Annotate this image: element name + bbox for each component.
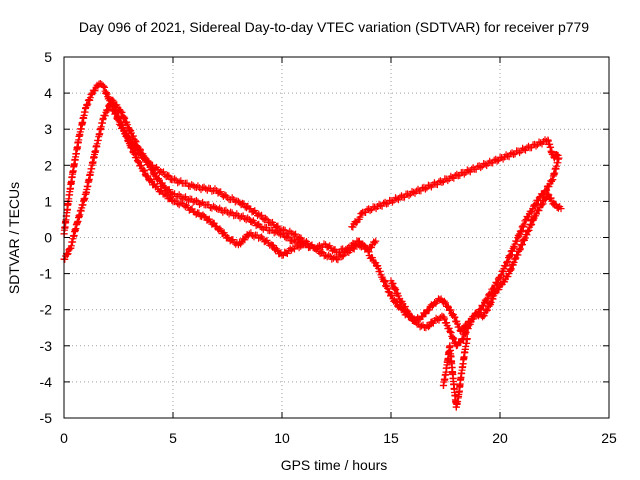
y-tick-label: 3 xyxy=(44,121,52,137)
y-tick-label: -4 xyxy=(40,374,53,390)
series-track-e xyxy=(387,190,565,350)
series-track-g xyxy=(348,136,563,231)
y-tick-label: 5 xyxy=(44,49,52,65)
series-trace-track-b xyxy=(61,96,379,264)
series-trace-track-f xyxy=(440,336,471,411)
series-track-a xyxy=(60,80,373,256)
x-axis-label: GPS time / hours xyxy=(281,457,388,473)
data-point xyxy=(180,194,188,202)
y-tick-label: -5 xyxy=(40,410,53,426)
y-tick-label: -1 xyxy=(40,266,53,282)
data-point xyxy=(134,158,142,166)
tick-layer xyxy=(63,56,610,419)
label-layer: 0 5 10 15 20 25 -5 -4 -3 -2 -1 0 1 2 3 4 5 xyxy=(40,49,617,446)
x-tick-label: 25 xyxy=(601,430,617,446)
y-tick-label: 1 xyxy=(44,193,52,209)
y-tick-label: -2 xyxy=(40,302,53,318)
chart-title: Day 096 of 2021, Sidereal Day-to-day VTE… xyxy=(79,19,589,35)
series-track-c xyxy=(108,100,308,260)
grid-layer xyxy=(64,57,609,418)
y-axis-label: SDTVAR / TECUs xyxy=(6,182,22,294)
series-trace-track-g xyxy=(349,136,562,231)
x-tick-label: 5 xyxy=(169,430,177,446)
x-tick-label: 20 xyxy=(492,430,508,446)
x-tick-label: 10 xyxy=(274,430,290,446)
data-layer xyxy=(60,80,565,411)
series-track-b xyxy=(60,96,380,264)
series-trace-track-c xyxy=(109,102,306,259)
y-tick-label: 0 xyxy=(44,230,52,246)
series-trace-track-e xyxy=(388,190,564,349)
series-trace-track-d xyxy=(366,155,562,334)
y-tick-label: 2 xyxy=(44,157,52,173)
data-point xyxy=(300,241,308,249)
y-tick-label: 4 xyxy=(44,85,52,101)
series-track-f xyxy=(439,335,471,411)
x-tick-label: 0 xyxy=(60,430,68,446)
y-tick-label: -3 xyxy=(40,338,53,354)
x-tick-label: 15 xyxy=(383,430,399,446)
series-track-d xyxy=(365,154,563,335)
